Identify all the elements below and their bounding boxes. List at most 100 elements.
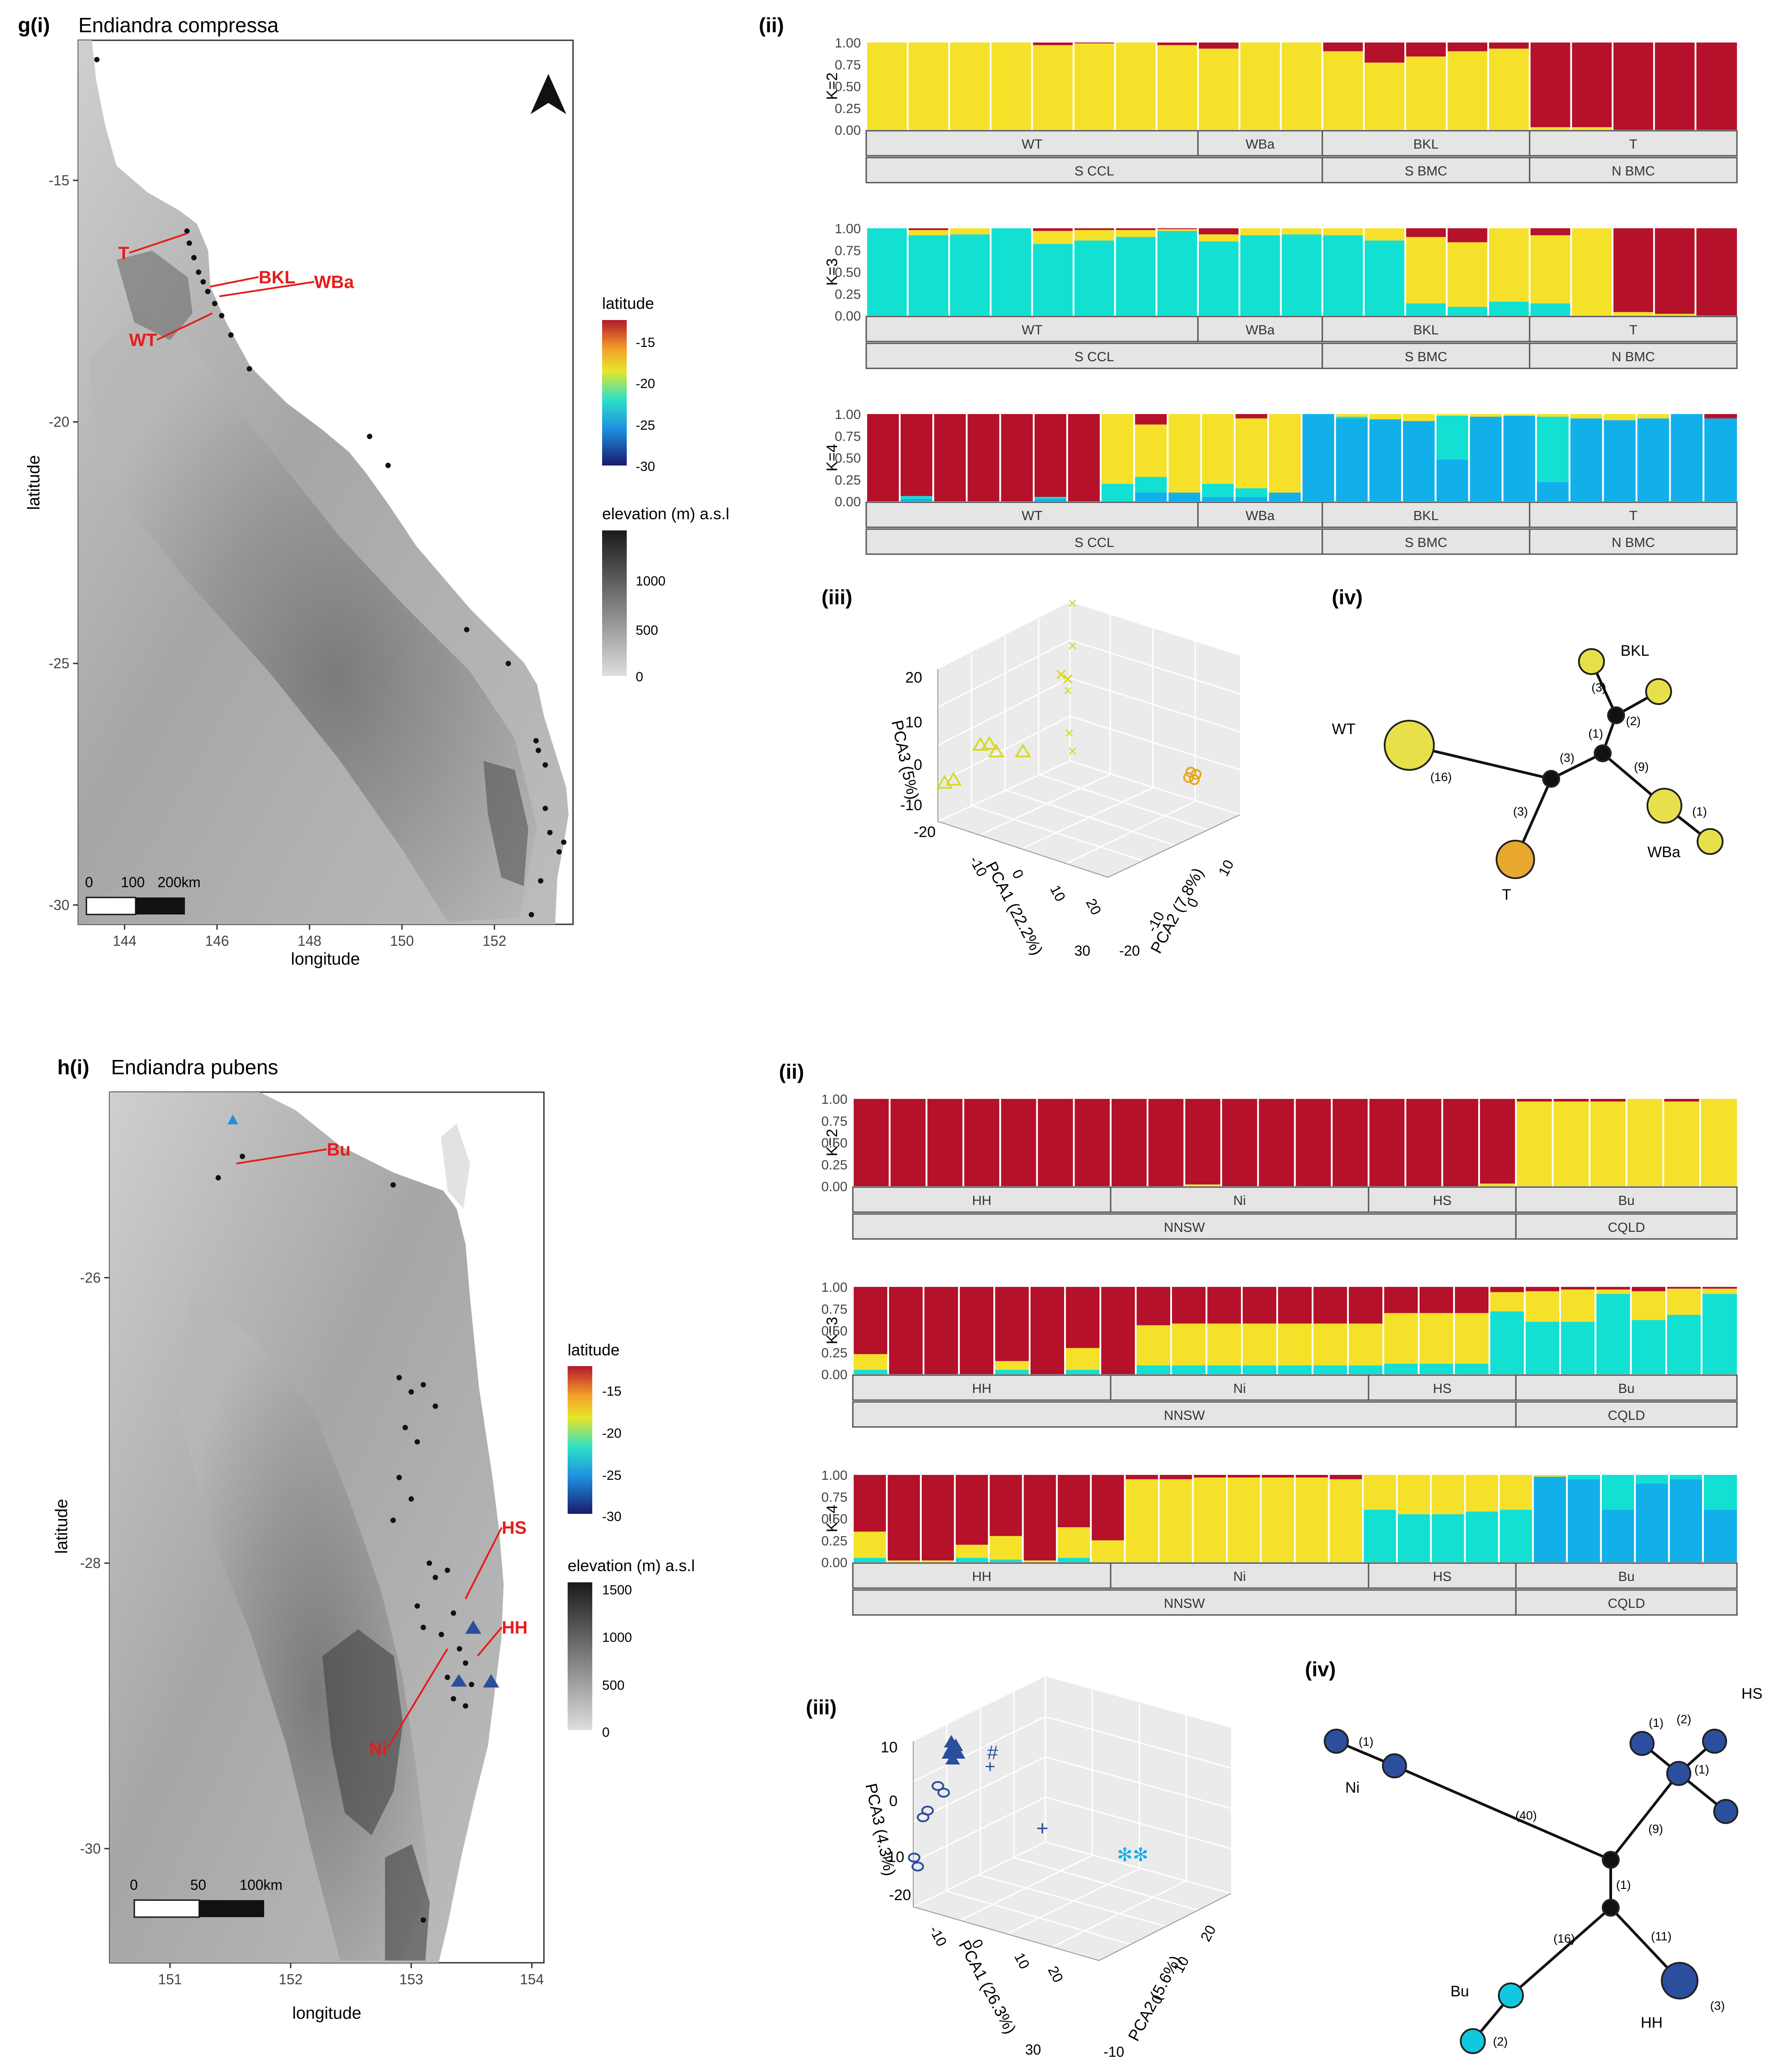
group-label: BKL — [1413, 508, 1439, 523]
structure-bar-segment — [1261, 1477, 1295, 1562]
x-tick-label: 144 — [113, 933, 137, 949]
structure-bar-segment — [1402, 421, 1436, 501]
pca1-tick: 20 — [1045, 1963, 1066, 1985]
structure-bar-segment — [1489, 1292, 1525, 1312]
x-axis-ticks: 151 152 153 154 — [158, 1963, 544, 1987]
site-leader-line — [386, 1648, 449, 1749]
pca1-tick: 10 — [1011, 1950, 1033, 1971]
group-strip — [1110, 1186, 1369, 1213]
pca3-tick: 10 — [905, 714, 922, 731]
network-site-label: Bu — [1450, 1983, 1469, 2000]
structure-y-tick: 0.25 — [821, 1534, 847, 1548]
structure-bar-segment — [1032, 231, 1074, 244]
structure-bar-segment — [1612, 312, 1654, 316]
structure-bar-segment — [1281, 43, 1322, 130]
structure-bar-segment — [1198, 48, 1240, 130]
structure-bar-segment — [1702, 1294, 1737, 1374]
haplotype-node — [1630, 1731, 1655, 1756]
scale-label-1: 100 — [121, 874, 145, 890]
structure-bar-segment — [1000, 1099, 1037, 1186]
structure-bar-segment — [1234, 414, 1268, 419]
structure-bar-segment — [1442, 1099, 1479, 1186]
structure-bar-segment — [1405, 56, 1447, 130]
structure-y-tick: 0.50 — [821, 1512, 847, 1527]
legend-tick: -30 — [602, 1509, 621, 1524]
pca3-tick: -10 — [882, 1849, 904, 1866]
structure-bar-segment — [1364, 228, 1406, 241]
structure-bar-segment — [1322, 51, 1364, 130]
haplotype-node — [1324, 1729, 1349, 1754]
group-strip — [865, 130, 1199, 157]
structure-bar-segment — [1348, 1287, 1383, 1324]
k-label: K=4 — [824, 1505, 841, 1532]
site-label: WT — [129, 330, 157, 350]
structure-bar-segment — [1435, 414, 1469, 416]
structure-bar-segment — [1125, 1479, 1159, 1562]
structure-bar-segment — [1631, 1291, 1666, 1320]
svg-text:×: × — [1068, 594, 1077, 612]
site-label: WBa — [314, 273, 355, 292]
x-tick-label: 153 — [399, 1971, 423, 1987]
occurrence-point — [543, 805, 548, 811]
legend-tick: 1000 — [636, 574, 666, 589]
structure-bar-segment — [1489, 1311, 1525, 1374]
structure-bar-segment — [1206, 1323, 1242, 1366]
structure-bar-segment — [954, 1475, 989, 1545]
region-strip — [1322, 342, 1531, 369]
structure-bar-segment — [1277, 1323, 1313, 1366]
group-label: BKL — [1413, 137, 1439, 152]
occurrence-point — [186, 240, 192, 246]
occurrence-point — [247, 366, 252, 372]
occurrence-point — [533, 738, 539, 743]
structure-bar-segment — [1239, 228, 1281, 235]
group-strip — [1515, 1562, 1738, 1589]
legend-tick: 500 — [602, 1678, 624, 1693]
structure-bar-segment — [1134, 492, 1168, 501]
region-strip — [852, 1401, 1517, 1428]
region-label: CQLD — [1608, 1408, 1645, 1423]
legend-tick: -20 — [602, 1426, 621, 1441]
structure-bar-segment — [1405, 43, 1447, 57]
group-strip — [1529, 316, 1738, 342]
structure-y-tick: 0.00 — [835, 123, 861, 138]
pca3-tick: 20 — [905, 669, 922, 686]
structure-bar-segment — [1419, 1363, 1454, 1374]
site-leader-line — [465, 1527, 503, 1599]
site-leader-line — [156, 312, 213, 341]
structure-bar-segment — [1032, 228, 1074, 231]
structure-bar-segment — [1313, 1287, 1348, 1324]
structure-bar-segment — [1525, 1291, 1560, 1322]
edge-label: (3) — [1710, 1999, 1725, 2012]
legend-tick: 0 — [602, 1725, 610, 1740]
structure-bar-segment — [853, 1558, 887, 1562]
structure-bar-segment — [1156, 43, 1198, 45]
group-label: HS — [1433, 1569, 1452, 1584]
structure-y-tick: 1.00 — [821, 1280, 847, 1295]
group-strip — [852, 1374, 1112, 1401]
occurrence-point — [547, 829, 553, 835]
site-leader-line — [210, 276, 259, 288]
structure-bar-segment — [907, 230, 950, 235]
region-label: S BMC — [1405, 164, 1447, 179]
structure-bar-segment — [994, 1361, 1030, 1370]
region-label: NNSW — [1164, 1220, 1205, 1235]
structure-bar-segment — [1405, 303, 1447, 316]
legend-tick: -25 — [602, 1468, 621, 1483]
sub-label: (iii) — [821, 585, 852, 609]
structure-y-tick: 1.00 — [821, 1092, 847, 1107]
occurrence-point — [408, 1496, 414, 1502]
species-title: Endiandra compressa — [78, 13, 279, 37]
structure-y-tick: 0.00 — [821, 1367, 847, 1382]
haplotype-node — [1647, 788, 1682, 824]
pca-box — [938, 602, 1240, 877]
structure-bar-segment — [988, 1559, 1023, 1562]
region-strip — [1515, 1589, 1738, 1616]
legend-tick: -30 — [636, 459, 655, 474]
occurrence-point — [457, 1646, 462, 1652]
edge-label: (1) — [1694, 1763, 1709, 1776]
structure-bar-segment — [1159, 1479, 1193, 1562]
occurrence-point — [432, 1403, 438, 1409]
structure-bar-segment — [1571, 43, 1613, 128]
group-label: HS — [1433, 1381, 1452, 1396]
structure-bar-segment — [1022, 1560, 1057, 1562]
